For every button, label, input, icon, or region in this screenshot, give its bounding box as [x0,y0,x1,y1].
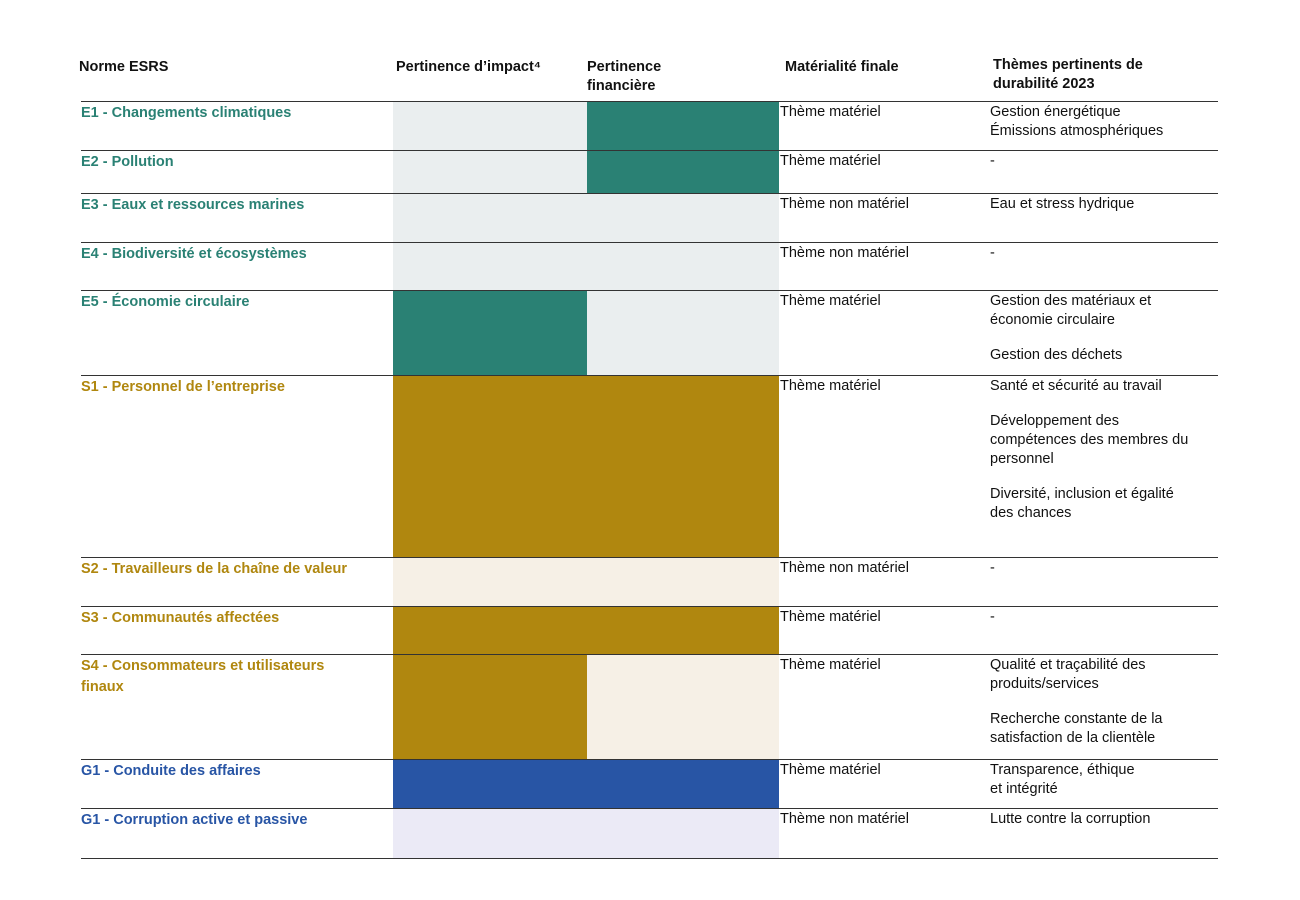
impact-relevance-cell [393,558,587,607]
theme-item: Gestion énergétique Émissions atmosphéri… [990,104,1164,139]
impact-relevance-cell [393,243,587,291]
esrs-standard-label: G1 - Corruption active et passive [81,812,308,828]
table-row: E4 - Biodiversité et écosystèmes Thème no… [81,242,1218,291]
impact-relevance-cell [393,102,587,151]
final-materiality-value: Thème matériel [780,609,881,625]
esrs-standard-label: E4 - Biodiversité et écosystèmes [81,246,307,262]
table-row: E2 - Pollution Thème matériel - [81,150,1218,194]
esrs-standard-label: S2 - Travailleurs de la chaîne de valeur [81,561,347,577]
theme-item: Santé et sécurité au travail [990,378,1162,394]
esrs-standard-label: E2 - Pollution [81,154,174,170]
theme-item: Diversité, inclusion et égalité des chan… [990,486,1174,521]
financial-relevance-cell [587,760,779,809]
final-materiality-value: Thème non matériel [780,245,909,261]
esrs-standard-label: E5 - Économie circulaire [81,294,250,310]
impact-relevance-cell [393,194,587,243]
theme-item: - [990,560,995,576]
table-row: E1 - Changements climatiques Thème matéri… [81,101,1218,151]
sustainability-themes: Gestion des matériaux et économie circul… [990,292,1220,381]
theme-item: Développement des compétences des membre… [990,413,1189,467]
financial-relevance-cell [587,243,779,291]
header-financial: Pertinence financière [587,59,662,94]
theme-item: Gestion des déchets [990,347,1123,363]
final-materiality-value: Thème matériel [780,293,881,309]
sustainability-themes: - [990,608,1220,643]
impact-relevance-cell [393,376,587,558]
sustainability-themes: Eau et stress hydrique [990,195,1220,230]
financial-relevance-cell [587,809,779,858]
impact-relevance-cell [393,655,587,760]
final-materiality-value: Thème matériel [780,378,881,394]
esrs-standard-label: E1 - Changements climatiques [81,105,292,121]
esrs-standard-label: S1 - Personnel de l’entreprise [81,379,285,395]
table-row: S1 - Personnel de l’entreprise Thème maté… [81,375,1218,558]
theme-item: - [990,245,995,261]
theme-item: Gestion des matériaux et économie circul… [990,293,1152,328]
table-row: S2 - Travailleurs de la chaîne de valeur… [81,557,1218,607]
header-final-materiality: Matérialité finale [785,59,899,75]
impact-relevance-cell [393,760,587,809]
final-materiality-value: Thème matériel [780,762,881,778]
sustainability-themes: Qualité et traçabilité des produits/serv… [990,656,1220,764]
impact-relevance-cell [393,151,587,194]
impact-relevance-cell [393,607,587,655]
final-materiality-value: Thème matériel [780,657,881,673]
financial-relevance-cell [587,291,779,376]
header-impact: Pertinence d’impact⁴ [396,59,541,75]
theme-item: Qualité et traçabilité des produits/serv… [990,657,1146,692]
financial-relevance-cell [587,655,779,760]
final-materiality-value: Thème non matériel [780,811,909,827]
final-materiality-value: Thème matériel [780,153,881,169]
impact-relevance-cell [393,291,587,376]
impact-relevance-cell [393,809,587,858]
financial-relevance-cell [587,194,779,243]
financial-relevance-cell [587,102,779,151]
esrs-standard-label: E3 - Eaux et ressources marines [81,197,305,213]
header-themes: Thèmes pertinents de durabilité 2023 [993,57,1143,92]
esrs-standard-label: G1 - Conduite des affaires [81,763,261,779]
financial-relevance-cell [587,558,779,607]
esrs-standard-label: S4 - Consommateurs et utilisateurs finau… [81,658,325,695]
sustainability-themes: Transparence, éthique et intégrité [990,761,1220,801]
financial-relevance-cell [587,376,779,558]
table-row: S4 - Consommateurs et utilisateurs finau… [81,654,1218,760]
final-materiality-value: Thème matériel [780,104,881,120]
table-row: G1 - Conduite des affaires Thème matériel… [81,759,1218,809]
sustainability-themes: - [990,152,1220,187]
financial-relevance-cell [587,151,779,194]
final-materiality-value: Thème non matériel [780,560,909,576]
sustainability-themes: Lutte contre la corruption [990,810,1220,845]
esrs-standard-label: S3 - Communautés affectées [81,610,280,626]
theme-item: Transparence, éthique et intégrité [990,762,1135,797]
theme-item: Lutte contre la corruption [990,811,1151,827]
table-row: E3 - Eaux et ressources marines Thème non… [81,193,1218,243]
theme-item: Eau et stress hydrique [990,196,1135,212]
table-row: E5 - Économie circulaire Thème matériel Ge… [81,290,1218,376]
sustainability-themes: - [990,559,1220,594]
theme-item: - [990,153,995,169]
table-row: G1 - Corruption active et passive Thème n… [81,808,1218,859]
final-materiality-value: Thème non matériel [780,196,909,212]
header-standard: Norme ESRS [79,59,169,75]
sustainability-themes: Santé et sécurité au travail Développemen… [990,377,1220,539]
theme-item: - [990,609,995,625]
sustainability-themes: - [990,244,1220,279]
table-row: S3 - Communautés affectées Thème matériel… [81,606,1218,655]
financial-relevance-cell [587,607,779,655]
sustainability-themes: Gestion énergétique Émissions atmosphéri… [990,103,1220,143]
theme-item: Recherche constante de la satisfaction d… [990,711,1163,746]
